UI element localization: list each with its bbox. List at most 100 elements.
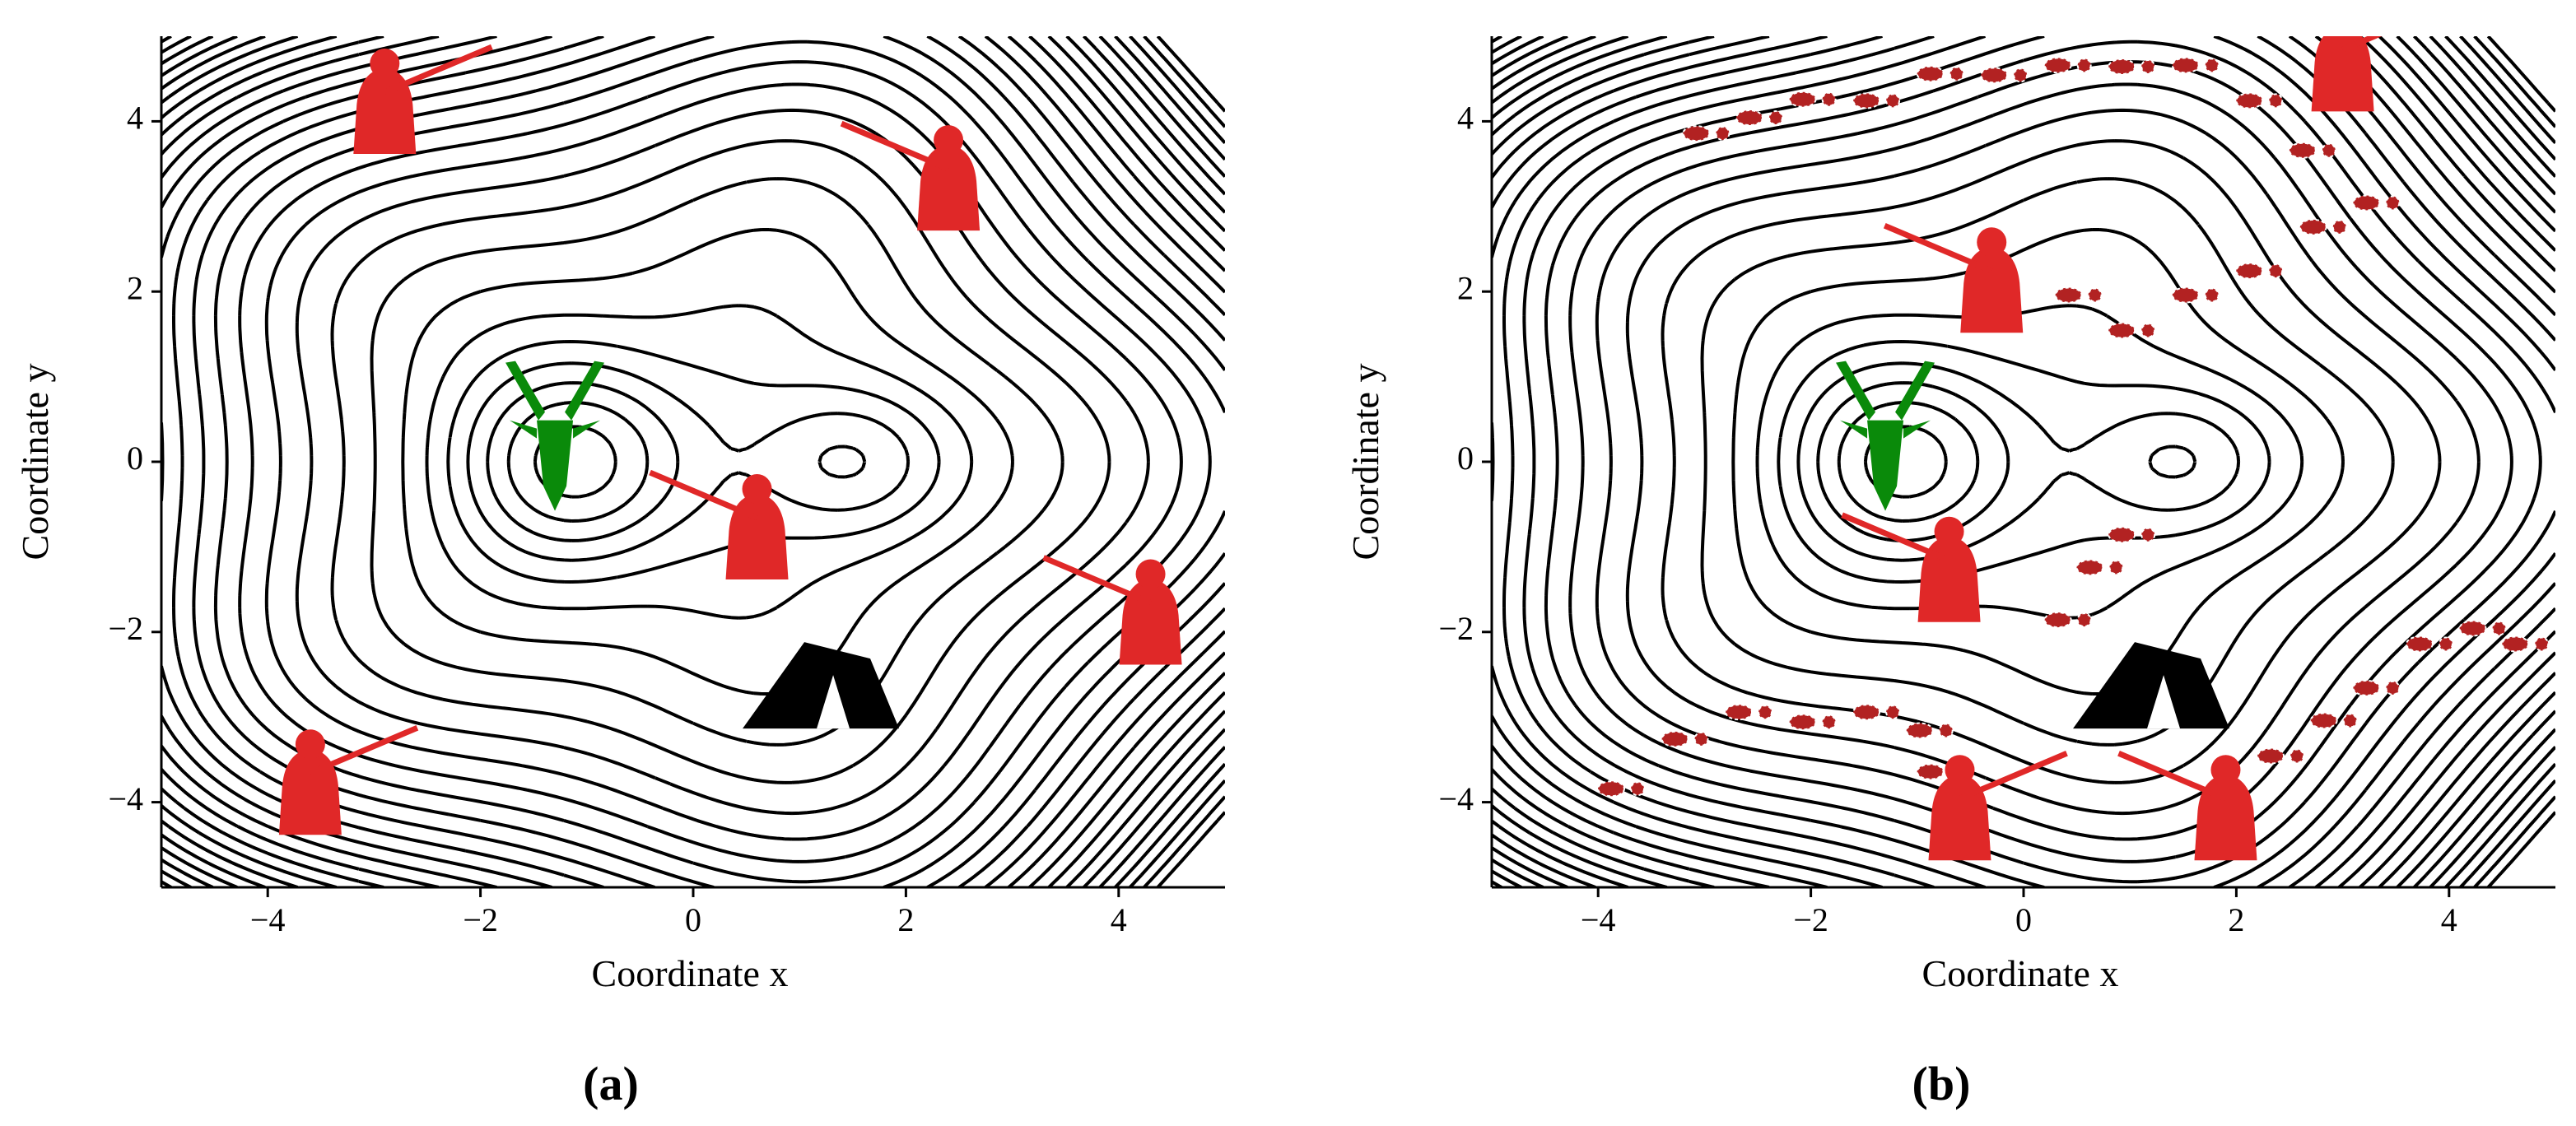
footprint bbox=[2075, 559, 2104, 576]
hunter-head bbox=[1135, 559, 1166, 589]
contour bbox=[1492, 36, 2555, 887]
y-tick-label: −2 bbox=[1438, 610, 1474, 647]
contour bbox=[161, 36, 1225, 887]
footprint bbox=[2342, 713, 2358, 728]
contour bbox=[1492, 36, 2555, 887]
contour bbox=[161, 36, 1225, 887]
footprint bbox=[2321, 142, 2336, 158]
hunter bbox=[353, 67, 417, 155]
footprint bbox=[2352, 194, 2381, 212]
contour bbox=[161, 36, 1225, 887]
contour bbox=[466, 361, 911, 562]
panel-label: (b) bbox=[1912, 1057, 1971, 1110]
footprint bbox=[1630, 781, 1646, 797]
contour bbox=[1492, 36, 2555, 887]
footprint bbox=[2204, 287, 2220, 303]
rifle bbox=[1883, 222, 1993, 274]
y-tick-label: −4 bbox=[1438, 780, 1474, 817]
footprint bbox=[2076, 612, 2092, 628]
x-tick-label: 2 bbox=[2228, 901, 2244, 938]
footprint bbox=[2140, 323, 2156, 338]
footprint bbox=[2458, 620, 2487, 637]
panel-label: (a) bbox=[583, 1057, 639, 1110]
hunter-head bbox=[934, 125, 964, 156]
footprint bbox=[1885, 93, 1901, 109]
hunter-head bbox=[295, 729, 325, 760]
x-tick-label: 4 bbox=[2441, 901, 2457, 938]
footprint bbox=[1682, 125, 1711, 142]
footprint bbox=[1693, 731, 1709, 747]
footprint bbox=[2299, 218, 2327, 235]
hunter-head bbox=[1945, 755, 1975, 785]
footprint bbox=[1905, 722, 1934, 739]
rifle bbox=[1042, 555, 1152, 606]
footprint bbox=[2491, 621, 2507, 636]
footprint bbox=[1758, 705, 1773, 720]
rifle bbox=[1841, 512, 1950, 563]
footprint bbox=[1885, 705, 1901, 720]
contour bbox=[1492, 36, 2555, 887]
footprint bbox=[2501, 635, 2530, 653]
footprint bbox=[2534, 636, 2550, 652]
contour bbox=[1816, 381, 2197, 542]
footprint bbox=[2054, 286, 2083, 304]
footprint bbox=[2013, 67, 2029, 83]
contour bbox=[1492, 36, 2555, 887]
footprint bbox=[2076, 58, 2092, 73]
x-tick-label: −2 bbox=[463, 901, 498, 938]
contour bbox=[1595, 82, 2513, 841]
hunter bbox=[725, 493, 789, 580]
x-tick-label: −4 bbox=[1581, 901, 1616, 938]
plot-area bbox=[1492, 36, 2555, 887]
footprint bbox=[2288, 142, 2317, 159]
rifle bbox=[2117, 751, 2227, 802]
footprint bbox=[2331, 219, 2347, 235]
y-tick-label: 0 bbox=[1457, 440, 1474, 477]
footprint bbox=[1938, 723, 1954, 738]
y-tick-label: 2 bbox=[127, 269, 143, 306]
footprint bbox=[2235, 263, 2264, 280]
contour bbox=[161, 36, 1225, 887]
footprint bbox=[2140, 527, 2156, 542]
y-tick-label: −4 bbox=[108, 780, 143, 817]
contour bbox=[161, 36, 1225, 887]
footprint bbox=[2171, 57, 2200, 74]
contour bbox=[161, 36, 1225, 887]
footprint bbox=[1715, 126, 1731, 142]
footprint bbox=[2043, 612, 2072, 629]
contour bbox=[425, 304, 974, 620]
footprint bbox=[2171, 286, 2200, 304]
contour bbox=[295, 108, 1150, 816]
footprint bbox=[1735, 109, 1763, 127]
rifle bbox=[649, 469, 758, 521]
rifle bbox=[1959, 751, 2068, 802]
tent-door bbox=[817, 675, 850, 729]
footprint bbox=[1788, 91, 1817, 108]
footprint bbox=[2290, 748, 2305, 764]
footprint bbox=[2268, 263, 2284, 279]
deer bbox=[1836, 361, 1935, 511]
footprint bbox=[2204, 58, 2220, 73]
footprint bbox=[1597, 780, 1626, 798]
contour bbox=[1796, 361, 2241, 562]
tent bbox=[2073, 642, 2230, 729]
x-tick-label: −4 bbox=[250, 901, 286, 938]
footprint bbox=[2309, 712, 2338, 729]
footprint bbox=[1852, 92, 1881, 109]
rifle bbox=[2341, 36, 2383, 53]
rifle bbox=[309, 725, 419, 776]
footprint bbox=[2385, 195, 2401, 211]
footprint bbox=[2043, 57, 2072, 74]
contour bbox=[330, 139, 1111, 784]
footprint bbox=[1980, 67, 2009, 84]
contour bbox=[1492, 36, 2555, 887]
footprint bbox=[2140, 59, 2156, 75]
y-axis-label: Coordinate y bbox=[1344, 364, 1386, 561]
contour bbox=[401, 228, 1014, 696]
rifle bbox=[840, 120, 950, 172]
contour bbox=[506, 401, 650, 523]
x-tick-label: 2 bbox=[897, 901, 914, 938]
footprint bbox=[1821, 714, 1837, 730]
y-tick-label: −2 bbox=[108, 610, 143, 647]
